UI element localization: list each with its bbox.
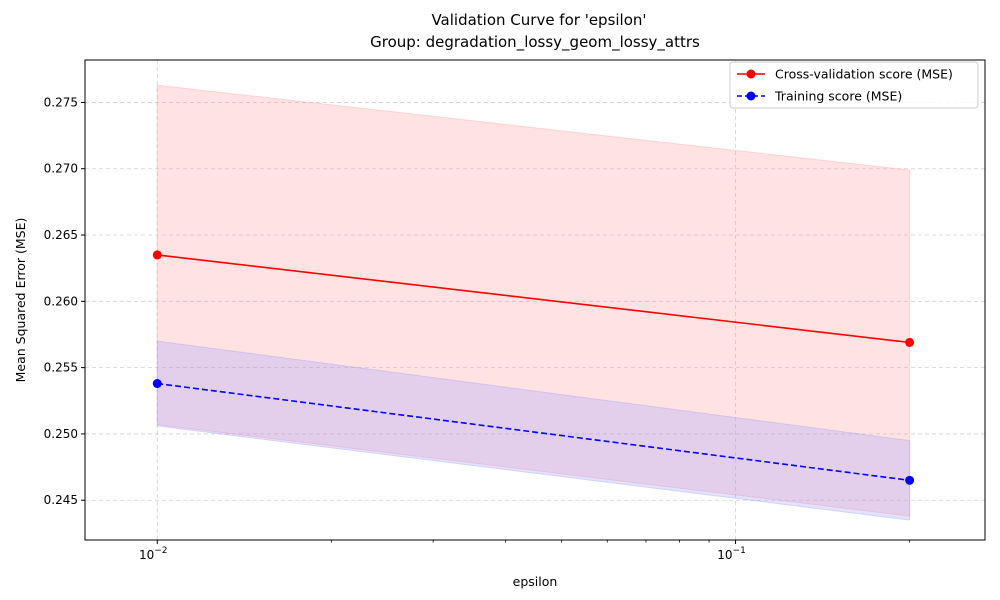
y-tick-label: 0.265	[44, 228, 78, 242]
y-tick-label: 0.275	[44, 95, 78, 109]
grid-lines	[85, 60, 985, 540]
x-tick-label: 10−2	[139, 546, 168, 562]
confidence-bands	[156, 84, 911, 521]
y-tick-label: 0.245	[44, 493, 78, 507]
plot-frame	[84, 59, 986, 541]
y-tick-label: 0.255	[44, 361, 78, 375]
x-tick-label: 10−1	[717, 546, 746, 562]
data-point-1-0	[152, 379, 162, 389]
legend-label-cv: Cross-validation score (MSE)	[775, 67, 953, 82]
y-tick-label: 0.260	[44, 294, 78, 308]
y-tick-label: 0.250	[44, 427, 78, 441]
data-point-0-1	[905, 337, 915, 347]
series-line-0	[157, 254, 910, 344]
chart-title: Validation Curve for 'epsilon'	[431, 11, 646, 29]
legend-label-train: Training score (MSE)	[774, 89, 902, 104]
legend-marker-cv	[746, 69, 756, 79]
y-tick-label: 0.270	[44, 162, 78, 176]
legend: Cross-validation score (MSE) Training sc…	[729, 61, 979, 109]
x-axis-label: epsilon	[513, 574, 558, 589]
y-axis-label: Mean Squared Error (MSE)	[13, 218, 28, 383]
series-lines	[152, 250, 915, 485]
confidence-band-1	[156, 340, 911, 521]
legend-box	[729, 61, 979, 109]
data-point-0-0	[152, 250, 162, 260]
chart-subtitle: Group: degradation_lossy_geom_lossy_attr…	[370, 33, 700, 52]
data-point-1-1	[905, 475, 915, 485]
legend-marker-train	[746, 91, 756, 101]
series-line-1	[157, 382, 910, 482]
